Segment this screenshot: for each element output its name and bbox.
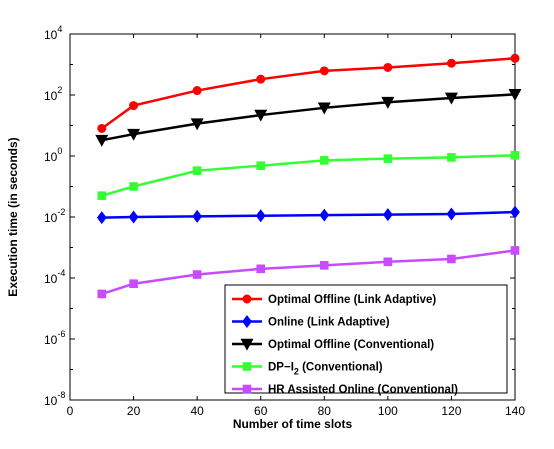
legend-marker — [240, 338, 254, 351]
x-tick-label: 140 — [505, 404, 525, 418]
data-point — [129, 101, 139, 111]
data-point — [446, 58, 456, 68]
legend-item: Online (Link Adaptive) — [232, 315, 390, 329]
legend-label: Optimal Offline (Conventional) — [268, 339, 434, 351]
legend-item: Optimal Offline (Link Adaptive) — [232, 294, 436, 306]
data-point — [508, 89, 522, 101]
x-axis: 0 20 40 60 80 100 120 140 — [67, 34, 525, 418]
data-point — [192, 166, 202, 175]
series-4 — [97, 246, 520, 299]
data-point — [382, 208, 393, 222]
legend-label: Online (Link Adaptive) — [268, 317, 390, 329]
data-point — [256, 264, 266, 274]
legend-item: DP−I2 (Conventional) — [232, 362, 383, 377]
data-point — [447, 254, 456, 264]
x-tick-label: 80 — [318, 404, 332, 418]
data-point — [192, 209, 203, 223]
data-point — [127, 128, 141, 141]
legend-marker — [242, 362, 252, 371]
legend-box — [224, 284, 508, 394]
x-tick-label: 120 — [441, 404, 461, 418]
y-axis-label: Execution time (in seconds) — [6, 137, 20, 296]
series-line — [101, 154, 516, 197]
y-tick-label: 10-6 — [44, 329, 65, 347]
y-tick-label: 10-2 — [44, 207, 65, 225]
data-point — [192, 86, 202, 96]
data-point — [129, 182, 138, 191]
data-point — [256, 74, 266, 84]
y-tick-label: 100 — [44, 146, 62, 164]
data-point — [510, 151, 520, 160]
y-axis: 10-8 10-6 10-4 10-2 100 102 104 — [44, 24, 515, 408]
series-line — [101, 93, 516, 142]
y-tick-label: 102 — [44, 85, 62, 103]
series-line — [101, 210, 516, 219]
legend-marker — [242, 315, 252, 328]
series-2 — [95, 89, 522, 147]
data-point — [381, 96, 395, 109]
data-point — [319, 156, 329, 165]
data-point — [510, 53, 520, 63]
data-point — [447, 153, 456, 162]
legend-label: DP−I2 (Conventional) — [268, 362, 383, 377]
data-point — [254, 109, 268, 122]
x-tick-label: 60 — [254, 404, 268, 418]
x-tick-label: 100 — [378, 404, 398, 418]
data-point — [97, 289, 107, 299]
data-point — [190, 118, 204, 131]
data-point — [129, 279, 138, 289]
data-point — [97, 191, 107, 200]
x-axis-label: Number of time slots — [233, 417, 353, 431]
series-line — [101, 57, 516, 130]
data-point — [256, 161, 266, 171]
y-tick-label: 104 — [44, 24, 62, 42]
legend-marker — [242, 294, 252, 304]
x-tick-label: 40 — [190, 404, 204, 418]
legend-label: HR Assisted Online (Conventional) — [268, 384, 458, 396]
data-point — [96, 211, 107, 225]
data-point — [510, 205, 520, 219]
data-point — [444, 92, 458, 105]
data-point — [319, 208, 330, 222]
data-point — [383, 62, 393, 72]
data-point — [95, 134, 109, 147]
series-3 — [97, 151, 520, 200]
x-tick-label: 20 — [127, 404, 141, 418]
data-point — [319, 66, 329, 76]
data-point — [383, 154, 393, 163]
data-point — [192, 270, 202, 279]
series-0 — [97, 53, 520, 133]
legend-label: Optimal Offline (Link Adaptive) — [268, 294, 436, 306]
y-tick-label: 10-4 — [44, 268, 65, 286]
data-point — [97, 123, 107, 133]
data-point — [383, 257, 393, 267]
legend-item: Optimal Offline (Conventional) — [232, 338, 434, 351]
legend-marker — [242, 384, 252, 394]
data-point — [128, 210, 139, 224]
data-point — [319, 261, 329, 270]
data-point — [317, 102, 331, 115]
series-layer — [95, 53, 522, 299]
series-line — [101, 249, 516, 296]
legend: Optimal Offline (Link Adaptive) Online (L… — [224, 284, 508, 396]
series-1 — [96, 205, 520, 225]
legend-item: HR Assisted Online (Conventional) — [232, 384, 458, 396]
x-tick-label: 0 — [67, 404, 74, 418]
data-point — [255, 209, 266, 223]
data-point — [446, 207, 457, 221]
data-point — [510, 246, 520, 255]
y-tick-label: 10-8 — [44, 390, 65, 408]
